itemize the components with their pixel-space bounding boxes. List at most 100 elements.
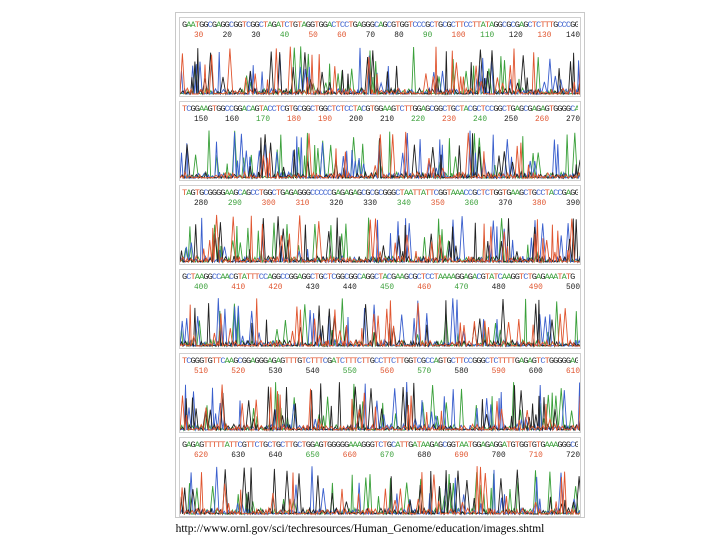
trace-panel: GCTAAGGCCAACGTATTTCCAGGCCGGAGGCTGCTCGGCG… xyxy=(179,269,581,349)
base-position-label: 500 xyxy=(566,284,581,292)
base-position-label: 540 xyxy=(305,368,320,376)
base-position-label: 490 xyxy=(528,284,543,292)
base-position-label: 280 xyxy=(194,200,209,208)
base-position-label: 530 xyxy=(268,368,283,376)
base-position-label: 400 xyxy=(194,284,209,292)
base-position-label: 430 xyxy=(305,284,320,292)
base-position-label: 60 xyxy=(337,32,347,40)
base-position-label: 600 xyxy=(528,368,543,376)
trace-panel: GAATGGCGAGGCGGTCGGCTAGATCTGTAGGTGGACTCCT… xyxy=(179,17,581,97)
base-position-label: 650 xyxy=(305,452,320,460)
base-position-label: 510 xyxy=(194,368,209,376)
base-position-label: 450 xyxy=(380,284,395,292)
base-position-label: 230 xyxy=(442,116,457,124)
base-position-label: 20 xyxy=(222,32,232,40)
base-position-label: 580 xyxy=(454,368,469,376)
trace-line-t xyxy=(180,46,580,96)
base-position-label: 710 xyxy=(528,452,543,460)
chromatogram-trace xyxy=(180,381,580,432)
base-position-label: 350 xyxy=(430,200,445,208)
base-call-sequence: GAATGGCGAGGCGGTCGGCTAGATCTGTAGGTGGACTCCT… xyxy=(182,20,578,30)
base-position-label: 320 xyxy=(329,200,344,208)
base-position-label: 410 xyxy=(231,284,246,292)
base-position-label: 290 xyxy=(227,200,242,208)
base-position-label: 610 xyxy=(566,368,581,376)
base-position-label: 680 xyxy=(417,452,432,460)
base-position-label: 220 xyxy=(411,116,426,124)
base-position-label: 340 xyxy=(396,200,411,208)
base-position-label: 140 xyxy=(566,32,581,40)
base-position-label: 520 xyxy=(231,368,246,376)
chromatogram-trace xyxy=(180,130,580,180)
base-position-label: 550 xyxy=(342,368,357,376)
base-position-label: 150 xyxy=(194,116,209,124)
trace-line-t xyxy=(180,298,580,348)
base-position-label: 80 xyxy=(394,32,404,40)
base-position-label: 70 xyxy=(365,32,376,40)
base-position-label: 360 xyxy=(464,200,479,208)
trace-panel: TCGGAAGTGGCCGGACAGTACCTCGTGCGGCTGGCTCTCC… xyxy=(179,101,581,181)
base-position-label: 200 xyxy=(349,116,364,124)
base-position-label: 40 xyxy=(279,32,290,40)
base-position-label: 90 xyxy=(422,32,433,40)
base-position-label: 570 xyxy=(417,368,432,376)
base-position-label: 160 xyxy=(225,116,240,124)
base-call-sequence: TCGGAAGTGGCCGGACAGTACCTCGTGCGGCTGGCTCTCC… xyxy=(182,104,578,114)
base-position-label: 270 xyxy=(566,116,581,124)
base-position-label: 630 xyxy=(231,452,246,460)
base-position-label: 460 xyxy=(417,284,432,292)
base-position-label: 260 xyxy=(535,116,550,124)
base-position-label: 130 xyxy=(537,32,552,40)
base-position-label: 700 xyxy=(491,452,506,460)
base-position-label: 330 xyxy=(363,200,378,208)
base-position-label: 210 xyxy=(380,116,395,124)
base-position-label: 190 xyxy=(318,116,333,124)
base-position-label: 380 xyxy=(532,200,547,208)
chromatogram-figure: GAATGGCGAGGCGGTCGGCTAGATCTGTAGGTGGACTCCT… xyxy=(175,12,585,518)
trace-line-t xyxy=(180,466,580,516)
base-position-label: 720 xyxy=(566,452,581,460)
base-position-label: 300 xyxy=(261,200,276,208)
trace-panel: TCGGGTGTTCAAGCGGAGGGAGAGTTTGTCTTTCGATCTT… xyxy=(179,353,581,433)
chromatogram-trace xyxy=(180,466,580,516)
chromatogram-trace xyxy=(180,214,580,264)
chromatogram-trace xyxy=(180,46,580,96)
base-call-sequence: GAGAGTTTTTATTCGTTCTGCTGCTTGCTGGAGTGGGGGA… xyxy=(182,440,578,450)
base-position-label: 170 xyxy=(256,116,271,124)
base-position-label: 640 xyxy=(268,452,283,460)
base-position-label: 480 xyxy=(491,284,506,292)
base-position-label: 50 xyxy=(308,32,318,40)
base-position-label: 310 xyxy=(295,200,310,208)
trace-line-t xyxy=(180,131,580,180)
base-position-label: 560 xyxy=(380,368,395,376)
base-position-label: 420 xyxy=(268,284,283,292)
trace-line-g xyxy=(180,216,580,264)
base-position-label: 240 xyxy=(473,116,488,124)
source-url-caption: http://www.ornl.gov/sci/techresources/Hu… xyxy=(175,523,545,535)
trace-line-t xyxy=(180,214,580,264)
base-position-label: 110 xyxy=(480,32,495,40)
base-call-sequence: GCTAAGGCCAACGTATTTCCAGGCCGGAGGCTGCTCGGCG… xyxy=(182,272,575,282)
base-position-label: 100 xyxy=(451,32,466,40)
base-position-label: 470 xyxy=(454,284,469,292)
base-position-label: 120 xyxy=(508,32,523,40)
base-position-label: 590 xyxy=(491,368,506,376)
base-position-label: 30 xyxy=(194,32,204,40)
base-position-label: 620 xyxy=(194,452,209,460)
trace-panel: GAGAGTTTTTATTCGTTCTGCTGCTTGCTGGAGTGGGGGA… xyxy=(179,437,581,517)
base-call-sequence: TAGTGCGGGGAAGCAGCCTGGCTGAGAGGGCCCCCGAGAG… xyxy=(182,188,578,198)
base-position-label: 390 xyxy=(566,200,581,208)
trace-line-c xyxy=(180,216,580,264)
base-position-label: 250 xyxy=(504,116,519,124)
base-position-label: 30 xyxy=(251,32,261,40)
base-position-label: 660 xyxy=(342,452,357,460)
base-call-sequence: TCGGGTGTTCAAGCGGAGGGAGAGTTTGTCTTTCGATCTT… xyxy=(182,356,578,366)
base-position-label: 440 xyxy=(342,284,357,292)
trace-line-a xyxy=(180,217,580,264)
trace-line-t xyxy=(180,384,580,432)
trace-panel: TAGTGCGGGGAAGCAGCCTGGCTGAGAGGGCCCCCGAGAG… xyxy=(179,185,581,265)
chromatogram-trace xyxy=(180,298,580,348)
trace-line-g xyxy=(180,48,580,96)
base-position-label: 180 xyxy=(287,116,302,124)
base-position-label: 690 xyxy=(454,452,469,460)
